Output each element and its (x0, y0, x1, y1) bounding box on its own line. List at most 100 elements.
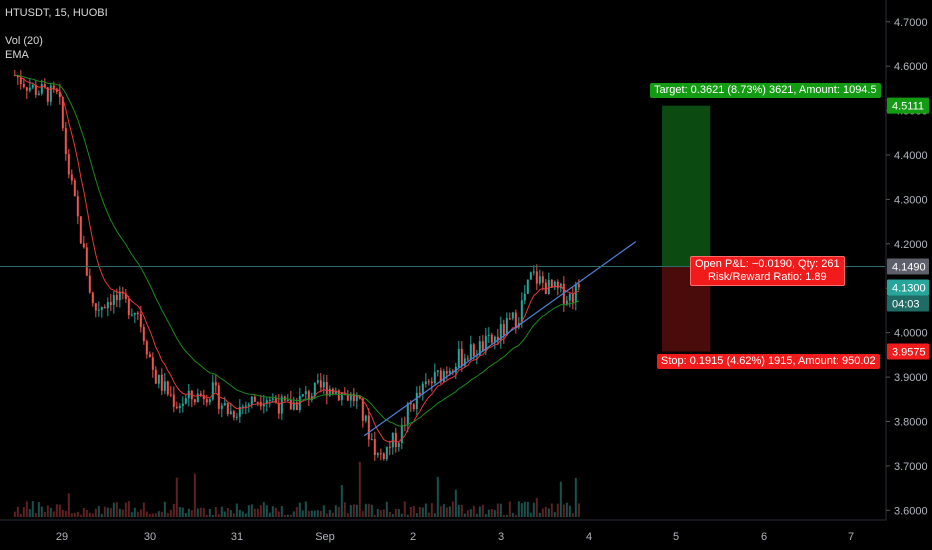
y-tick-label: 3.8000 (894, 417, 928, 429)
volume-bar (523, 501, 526, 517)
volume-bar (241, 511, 244, 517)
candle-body (544, 282, 547, 295)
entry-price-label-bg (887, 258, 929, 275)
volume-bar (487, 509, 490, 517)
volume-bar (514, 514, 517, 517)
candle-body (493, 336, 496, 343)
x-tick-label: 2 (410, 531, 416, 543)
volume-bar (445, 507, 448, 517)
candle-body (367, 415, 370, 440)
candle-body (112, 294, 115, 306)
y-tick-label: 3.7000 (894, 461, 928, 473)
volume-bar (439, 506, 442, 517)
volume-bar (85, 510, 88, 517)
volume-bar (406, 514, 409, 517)
volume-indicator-label[interactable]: Vol (20) (5, 35, 43, 47)
volume-bar (73, 512, 76, 517)
volume-bar (13, 511, 16, 517)
volume-bar (400, 513, 403, 517)
candle-body (568, 294, 571, 301)
volume-bar (562, 504, 565, 517)
candle-body (226, 403, 229, 415)
candlestick-series (13, 70, 580, 462)
y-tick-label: 4.7000 (894, 17, 928, 29)
candle-body (175, 406, 178, 409)
candle-body (277, 402, 280, 414)
stop-tag[interactable]: Stop: 0.1915 (4.62%) 1915, Amount: 950.0… (657, 354, 880, 369)
volume-bar (253, 508, 256, 517)
candle-body (400, 424, 403, 443)
volume-bar (247, 505, 250, 517)
candle-body (88, 275, 91, 293)
volume-bar (436, 476, 439, 517)
candle-body (127, 298, 130, 316)
candle-body (496, 336, 499, 341)
ema-indicator-label[interactable]: EMA (5, 49, 29, 61)
candle-body (439, 370, 442, 382)
candle-body (178, 405, 181, 409)
countdown-label: 04:03 (892, 298, 920, 310)
volume-bar (106, 507, 109, 517)
stop-price-label: 3.9575 (892, 347, 926, 359)
symbol-title[interactable]: HTUSDT, 15, HUOBI (5, 7, 108, 19)
candle-body (289, 399, 292, 410)
volume-bar (466, 510, 469, 517)
volume-bar (43, 511, 46, 517)
candle-body (91, 292, 94, 304)
pnl-line-1: Open P&L: −0.0190, Qty: 261 (695, 258, 840, 270)
volume-bar (364, 503, 367, 517)
candle-body (154, 369, 157, 384)
candle-body (205, 399, 208, 403)
candle-body (268, 399, 271, 401)
candle-body (193, 399, 196, 403)
candle-body (181, 403, 184, 406)
candle-body (286, 399, 289, 401)
candle-body (271, 398, 274, 400)
candle-body (328, 388, 331, 396)
candle-body (64, 128, 67, 155)
candle-body (502, 324, 505, 336)
x-tick-label: 30 (144, 531, 156, 543)
volume-bar (148, 514, 151, 517)
candle-body (526, 279, 529, 294)
volume-bar (373, 514, 376, 517)
volume-bar (307, 510, 310, 517)
candle-body (46, 87, 49, 102)
volume-bar (520, 503, 523, 517)
volume-bar (172, 503, 175, 517)
volume-bar (154, 513, 157, 517)
candle-body (157, 374, 160, 384)
volume-bar (223, 511, 226, 517)
target-zone (662, 105, 711, 267)
volume-bar (334, 505, 337, 517)
volume-bar (490, 509, 493, 517)
volume-bar (370, 504, 373, 517)
candle-body (97, 309, 100, 311)
volume-bar (103, 506, 106, 517)
candle-body (235, 416, 238, 418)
volume-bar (577, 503, 580, 517)
candle-body (40, 83, 43, 94)
volume-bar (70, 513, 73, 517)
volume-bar (454, 489, 457, 517)
candle-body (73, 180, 76, 197)
candle-body (280, 396, 283, 414)
pnl-tag[interactable]: Open P&L: −0.0190, Qty: 261 Risk/Reward … (690, 256, 845, 286)
volume-bar (463, 513, 466, 517)
target-price-label-bg (887, 97, 929, 114)
candle-body (511, 312, 514, 319)
volume-bar (355, 504, 358, 517)
candle-body (538, 276, 541, 284)
target-tag[interactable]: Target: 0.3621 (8.73%) 3621, Amount: 109… (650, 83, 881, 98)
volume-bar (469, 509, 472, 517)
candle-body (460, 348, 463, 366)
volume-bar (553, 512, 556, 517)
candle-body (340, 392, 343, 401)
volume-bar (424, 503, 427, 517)
candle-body (169, 394, 172, 396)
volume-bar (340, 485, 343, 517)
current-price-label: 4.1300 (892, 282, 926, 294)
candle-body (148, 354, 151, 358)
volume-bar (508, 501, 511, 517)
volume-bar (262, 501, 265, 517)
